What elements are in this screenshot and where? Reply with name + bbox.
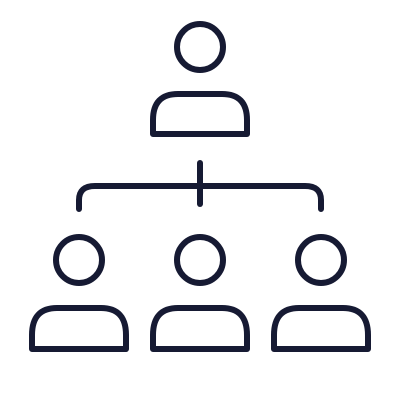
top-person-icon <box>150 21 250 137</box>
connector-bar <box>76 183 324 212</box>
top-person-head <box>174 21 226 73</box>
branch-connector-icon <box>76 160 324 212</box>
bottom-right-person-head <box>295 234 347 286</box>
bottom-left-person-head <box>53 234 105 286</box>
bottom-middle-person-body <box>150 305 250 352</box>
bottom-middle-person-head <box>174 234 226 286</box>
bottom-left-person-body <box>29 305 129 352</box>
bottom-right-person-body <box>271 305 371 352</box>
bottom-middle-person-icon <box>150 234 250 352</box>
bottom-right-person-icon <box>271 234 371 352</box>
bottom-left-person-icon <box>29 234 129 352</box>
top-person-body <box>150 91 250 137</box>
